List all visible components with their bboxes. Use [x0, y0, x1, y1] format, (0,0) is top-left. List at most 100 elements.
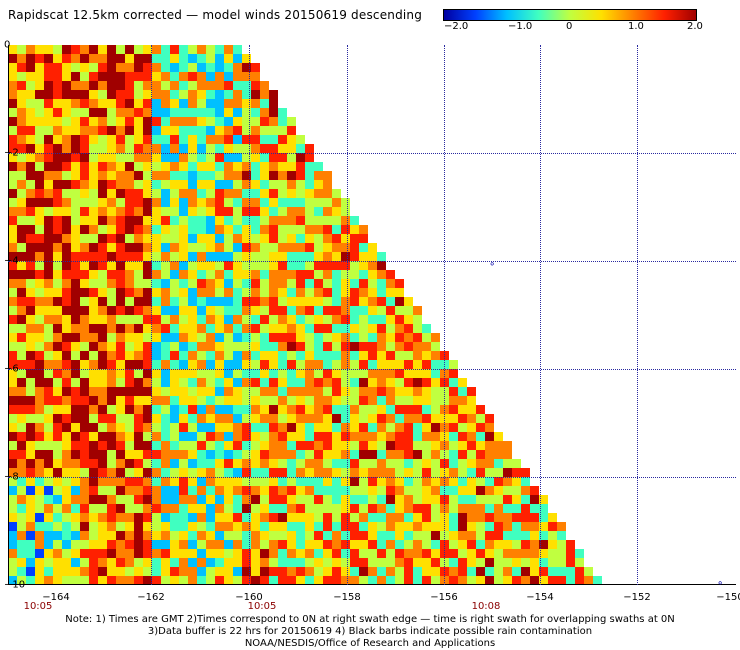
wind-difference-cell — [161, 63, 170, 72]
wind-difference-cell — [89, 495, 98, 504]
wind-difference-cell — [143, 459, 152, 468]
wind-difference-cell — [215, 540, 224, 549]
wind-difference-cell — [413, 486, 422, 495]
wind-difference-cell — [35, 495, 44, 504]
wind-difference-cell — [188, 126, 197, 135]
wind-difference-cell — [314, 522, 323, 531]
wind-difference-cell — [269, 549, 278, 558]
wind-difference-cell — [89, 414, 98, 423]
wind-difference-cell — [26, 81, 35, 90]
wind-difference-cell — [395, 540, 404, 549]
wind-difference-cell — [269, 450, 278, 459]
wind-difference-cell — [251, 216, 260, 225]
wind-difference-cell — [467, 468, 476, 477]
wind-difference-cell — [206, 378, 215, 387]
wind-difference-cell — [377, 342, 386, 351]
wind-difference-cell — [170, 432, 179, 441]
wind-difference-cell — [80, 171, 89, 180]
wind-difference-cell — [314, 297, 323, 306]
wind-difference-cell — [260, 99, 269, 108]
wind-difference-cell — [251, 180, 260, 189]
wind-difference-cell — [323, 549, 332, 558]
wind-difference-cell — [323, 450, 332, 459]
wind-difference-cell — [71, 405, 80, 414]
wind-difference-cell — [278, 468, 287, 477]
wind-difference-cell — [260, 324, 269, 333]
wind-difference-cell — [233, 72, 242, 81]
wind-difference-cell — [143, 558, 152, 567]
wind-difference-cell — [341, 261, 350, 270]
wind-difference-cell — [8, 351, 17, 360]
wind-difference-cell — [296, 414, 305, 423]
wind-difference-cell — [287, 288, 296, 297]
wind-difference-cell — [17, 522, 26, 531]
wind-difference-cell — [458, 396, 467, 405]
wind-difference-cell — [8, 405, 17, 414]
wind-difference-cell — [287, 369, 296, 378]
wind-difference-cell — [80, 558, 89, 567]
wind-difference-cell — [8, 216, 17, 225]
wind-difference-cell — [296, 351, 305, 360]
wind-difference-cell — [161, 324, 170, 333]
wind-difference-cell — [305, 189, 314, 198]
colorbar-tick: 0 — [566, 21, 573, 32]
wind-difference-cell — [386, 468, 395, 477]
longitude-gridline — [637, 45, 638, 585]
wind-difference-cell — [53, 306, 62, 315]
wind-difference-cell — [548, 513, 557, 522]
wind-difference-cell — [188, 153, 197, 162]
wind-difference-cell — [269, 189, 278, 198]
wind-difference-cell — [404, 504, 413, 513]
wind-difference-cell — [44, 351, 53, 360]
wind-difference-cell — [161, 495, 170, 504]
wind-difference-cell — [251, 522, 260, 531]
wind-difference-cell — [242, 54, 251, 63]
wind-difference-cell — [35, 63, 44, 72]
wind-difference-cell — [251, 90, 260, 99]
wind-difference-cell — [71, 54, 80, 63]
wind-difference-cell — [8, 162, 17, 171]
wind-difference-cell — [206, 360, 215, 369]
wind-difference-cell — [62, 90, 71, 99]
wind-difference-cell — [35, 486, 44, 495]
wind-difference-cell — [179, 234, 188, 243]
wind-difference-cell — [170, 468, 179, 477]
wind-difference-cell — [98, 396, 107, 405]
wind-difference-cell — [179, 261, 188, 270]
wind-difference-cell — [233, 135, 242, 144]
wind-difference-cell — [260, 342, 269, 351]
wind-difference-cell — [287, 459, 296, 468]
wind-difference-cell — [224, 189, 233, 198]
wind-difference-cell — [215, 414, 224, 423]
wind-difference-cell — [368, 576, 377, 585]
wind-difference-cell — [350, 576, 359, 585]
wind-difference-cell — [449, 531, 458, 540]
wind-difference-cell — [431, 558, 440, 567]
wind-difference-cell — [107, 288, 116, 297]
wind-difference-cell — [260, 144, 269, 153]
wind-difference-cell — [242, 540, 251, 549]
wind-difference-cell — [449, 495, 458, 504]
wind-difference-cell — [413, 450, 422, 459]
wind-difference-cell — [233, 162, 242, 171]
wind-difference-cell — [359, 459, 368, 468]
wind-difference-cell — [278, 279, 287, 288]
wind-difference-cell — [233, 279, 242, 288]
wind-difference-cell — [233, 405, 242, 414]
wind-difference-cell — [314, 540, 323, 549]
wind-difference-cell — [62, 549, 71, 558]
wind-difference-cell — [242, 108, 251, 117]
wind-difference-cell — [458, 504, 467, 513]
wind-difference-cell — [251, 369, 260, 378]
wind-difference-cell — [242, 360, 251, 369]
wind-difference-cell — [143, 540, 152, 549]
wind-difference-cell — [170, 171, 179, 180]
wind-difference-cell — [278, 414, 287, 423]
wind-difference-cell — [449, 558, 458, 567]
wind-difference-cell — [242, 441, 251, 450]
wind-difference-cell — [269, 333, 278, 342]
wind-difference-cell — [485, 468, 494, 477]
wind-difference-cell — [368, 288, 377, 297]
wind-difference-cell — [224, 288, 233, 297]
wind-difference-cell — [359, 396, 368, 405]
